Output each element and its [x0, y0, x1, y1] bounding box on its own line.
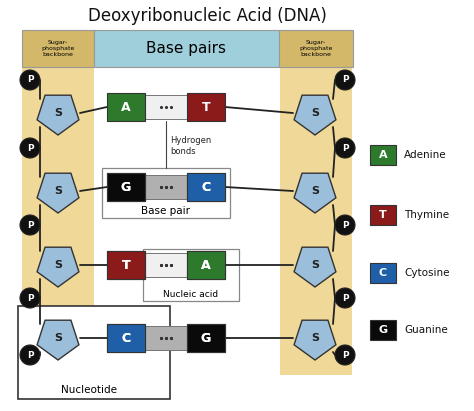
Bar [187, 173, 225, 201]
Polygon shape [37, 173, 79, 213]
Bar [187, 173, 225, 201]
Bar [143, 249, 239, 301]
Bar [187, 324, 225, 352]
Text: C: C [121, 332, 130, 344]
Bar [102, 168, 230, 218]
Text: Guanine: Guanine [404, 325, 448, 335]
Bar [22, 65, 94, 375]
Text: T: T [122, 259, 130, 272]
Text: Base pairs: Base pairs [146, 41, 227, 56]
Polygon shape [294, 173, 336, 213]
Text: P: P [342, 76, 348, 85]
Bar [187, 251, 225, 279]
Text: Thymine: Thymine [404, 210, 449, 220]
Text: Nucleotide: Nucleotide [61, 385, 117, 395]
Text: S: S [311, 333, 319, 343]
Text: S: S [311, 260, 319, 270]
Text: S: S [311, 186, 319, 196]
Bar [145, 95, 187, 119]
Polygon shape [294, 247, 336, 287]
Circle shape [20, 138, 40, 158]
Text: A: A [121, 101, 131, 113]
Text: Adenine: Adenine [404, 150, 447, 160]
Text: C: C [201, 180, 210, 194]
Text: G: G [201, 332, 211, 344]
Text: S: S [54, 333, 62, 343]
Circle shape [335, 288, 355, 308]
Text: P: P [27, 351, 33, 360]
Circle shape [335, 345, 355, 365]
Text: S: S [54, 108, 62, 118]
Text: A: A [201, 259, 211, 272]
Text: Base pair: Base pair [142, 206, 191, 216]
Bar [145, 253, 187, 277]
Text: Deoxyribonucleic Acid (DNA): Deoxyribonucleic Acid (DNA) [88, 7, 327, 25]
Bar [145, 175, 187, 199]
Bar [187, 324, 225, 352]
Text: G: G [378, 325, 388, 335]
Text: Sugar-
phosphate
backbone: Sugar- phosphate backbone [41, 40, 75, 57]
Circle shape [335, 215, 355, 235]
Bar [107, 173, 145, 201]
Bar [370, 263, 396, 283]
Text: P: P [342, 351, 348, 360]
Text: P: P [27, 220, 33, 229]
Circle shape [20, 215, 40, 235]
Bar [145, 175, 187, 199]
Polygon shape [37, 320, 79, 360]
Text: C: C [379, 268, 387, 278]
Text: C: C [121, 332, 130, 344]
Text: Hydrogen
bonds: Hydrogen bonds [170, 136, 211, 156]
Bar [145, 253, 187, 277]
Circle shape [20, 70, 40, 90]
Bar [280, 65, 352, 375]
Circle shape [335, 70, 355, 90]
Polygon shape [294, 320, 336, 360]
Text: S: S [54, 186, 62, 196]
Bar [107, 173, 145, 201]
Text: Sugar-
phosphate
backbone: Sugar- phosphate backbone [299, 40, 333, 57]
Bar [370, 320, 396, 340]
Bar [107, 93, 145, 121]
Text: G: G [201, 332, 211, 344]
Text: P: P [342, 293, 348, 302]
Bar [22, 30, 94, 67]
Bar [107, 324, 145, 352]
Bar [145, 326, 187, 350]
Text: T: T [202, 101, 210, 113]
Bar [279, 30, 353, 67]
Polygon shape [294, 95, 336, 135]
Text: Cytosine: Cytosine [404, 268, 449, 278]
Text: P: P [27, 293, 33, 302]
Text: G: G [121, 180, 131, 194]
Circle shape [20, 288, 40, 308]
Text: P: P [27, 143, 33, 152]
Bar [107, 251, 145, 279]
Polygon shape [37, 247, 79, 287]
Circle shape [335, 138, 355, 158]
Bar [94, 30, 279, 67]
Bar [107, 251, 145, 279]
Text: C: C [201, 180, 210, 194]
Text: P: P [342, 220, 348, 229]
Bar [187, 93, 225, 121]
Text: Nucleic acid: Nucleic acid [164, 289, 219, 298]
Bar [107, 324, 145, 352]
Text: A: A [201, 259, 211, 272]
Bar [145, 326, 187, 350]
Text: P: P [27, 76, 33, 85]
Bar [18, 306, 170, 399]
Circle shape [20, 345, 40, 365]
Text: S: S [311, 108, 319, 118]
Bar [370, 145, 396, 165]
Text: T: T [122, 259, 130, 272]
Text: A: A [379, 150, 387, 160]
Bar [187, 251, 225, 279]
Text: P: P [342, 143, 348, 152]
Text: T: T [379, 210, 387, 220]
Polygon shape [37, 95, 79, 135]
Text: S: S [54, 260, 62, 270]
Bar [370, 205, 396, 225]
Text: G: G [121, 180, 131, 194]
